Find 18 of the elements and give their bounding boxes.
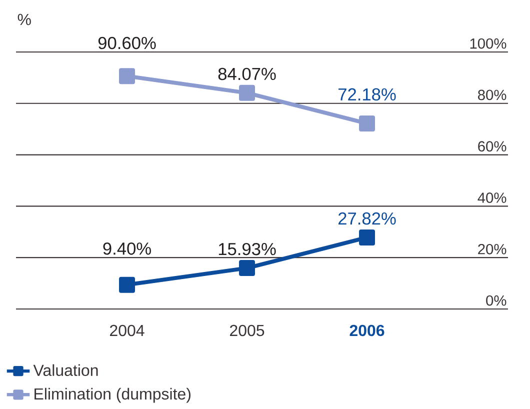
legend-label: Elimination (dumpsite): [34, 388, 190, 403]
data-label: 90.60%: [98, 36, 156, 50]
x-tick-label: 2005: [230, 324, 264, 336]
y-tick-label: 40%: [478, 192, 506, 203]
data-label: 9.40%: [103, 242, 151, 255]
y-tick-label: 100%: [470, 38, 506, 49]
data-label: 72.18%: [338, 88, 396, 101]
legend-label: Valuation: [33, 364, 98, 376]
y-axis-title: %: [18, 14, 31, 26]
x-tick-label: 2004: [110, 324, 144, 336]
data-label: 15.93%: [218, 242, 276, 256]
x-tick-label: 2006: [350, 324, 384, 336]
y-tick-label: 80%: [478, 90, 506, 100]
y-tick-label: 0%: [486, 295, 506, 306]
y-tick-label: 20%: [478, 244, 506, 254]
y-tick-label: 60%: [478, 141, 506, 152]
data-label: 27.82%: [338, 212, 396, 225]
data-label: 84.07%: [218, 68, 276, 80]
